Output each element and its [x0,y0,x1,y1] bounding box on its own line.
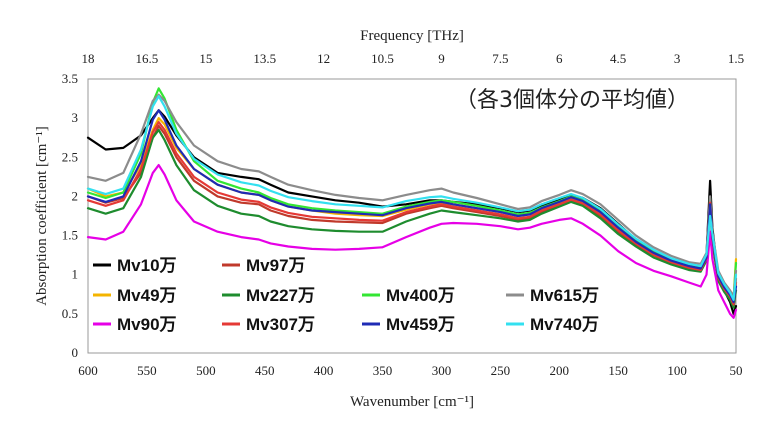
top-tick-label: 6 [556,51,563,66]
legend-label: Mv49万 [117,286,177,305]
x-tick-label: 450 [255,363,275,378]
top-tick-label: 10.5 [371,51,394,66]
legend-label: Mv740万 [530,315,599,334]
y-tick-label: 2.5 [62,149,78,164]
legend: Mv10万 Mv97万 Mv49万 Mv227万 Mv400万 Mv615万 Mv90万 Mv… [93,256,599,334]
x-tick-label: 600 [78,363,98,378]
top-tick-label: 12 [317,51,330,66]
x-tick-label: 300 [432,363,452,378]
x-tick-label: 550 [137,363,157,378]
legend-label: Mv10万 [117,256,177,275]
series-layer [86,87,738,319]
top-tick-label: 1.5 [728,51,744,66]
top-tick-label: 18 [82,51,95,66]
top-tick-label: 15 [199,51,212,66]
top-tick-label: 13.5 [253,51,276,66]
top-tick-label: 3 [674,51,681,66]
top-tick-label: 4.5 [610,51,626,66]
legend-label: Mv97万 [246,256,306,275]
x-tick-label: 350 [373,363,393,378]
series-line [86,164,738,319]
series-line [86,124,738,308]
y-tick-label: 2 [72,188,79,203]
top-tick-label: 7.5 [492,51,508,66]
top-tick-label: 16.5 [136,51,159,66]
top-axis: 18 16.5 15 13.5 12 10.5 9 7.5 6 4.5 3 1.5 [82,51,745,66]
bottom-axis-title: Wavenumber [cm⁻¹] [350,394,474,410]
x-tick-label: 50 [730,363,743,378]
x-tick-label: 500 [196,363,216,378]
x-tick-label: 250 [491,363,511,378]
x-tick-label: 200 [550,363,570,378]
x-tick-label: 400 [314,363,334,378]
y-axis: 0 0.5 1 1.5 2 2.5 3 3.5 [62,71,78,360]
legend-label: Mv615万 [530,286,599,305]
top-axis-title: Frequency [THz] [360,28,464,44]
note-text: （各3個体分の平均値） [455,88,689,113]
series-line [86,109,738,304]
series-line [86,95,738,301]
y-tick-label: 0 [72,345,79,360]
legend-label: Mv307万 [246,315,315,334]
y-tick-label: 0.5 [62,306,78,321]
bottom-axis: 600 550 500 450 400 350 300 250 200 150 100 50 [78,363,742,378]
x-tick-label: 150 [608,363,628,378]
legend-label: Mv90万 [117,315,177,334]
top-tick-label: 9 [438,51,445,66]
y-axis-title: Absorption coefficient [cm⁻¹] [34,126,50,306]
plot-area [87,78,737,354]
y-tick-label: 3 [72,110,79,125]
legend-label: Mv459万 [386,315,455,334]
x-tick-label: 100 [667,363,687,378]
legend-label: Mv400万 [386,286,455,305]
y-tick-label: 3.5 [62,71,78,86]
y-tick-label: 1.5 [62,228,78,243]
y-tick-label: 1 [72,267,79,282]
series-line [86,93,738,298]
legend-label: Mv227万 [246,286,315,305]
